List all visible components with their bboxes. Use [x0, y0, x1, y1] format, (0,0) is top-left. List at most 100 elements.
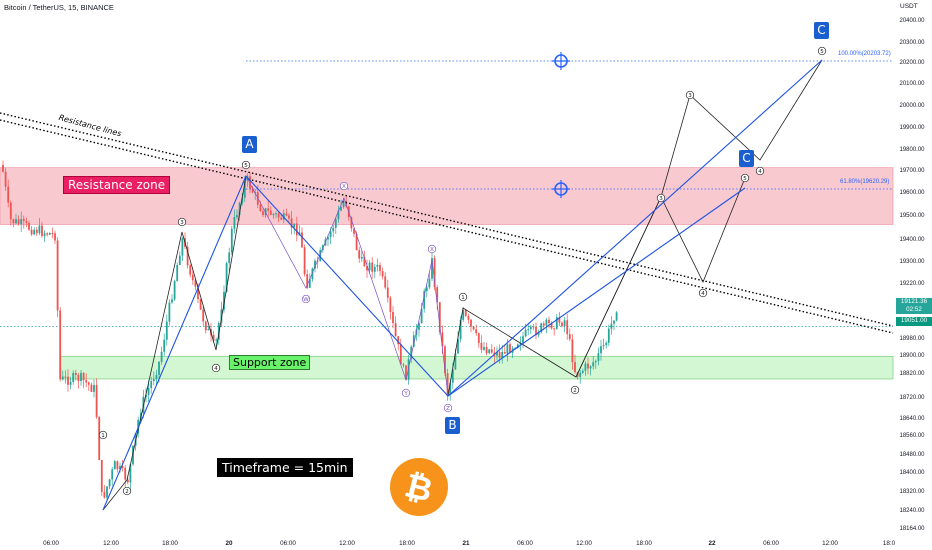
candle-body — [490, 349, 493, 353]
imp2-1: 1 — [461, 295, 465, 301]
candle-body — [204, 321, 207, 331]
candle-body — [602, 345, 605, 347]
impulse-wave-1 — [102, 175, 247, 511]
candle-body — [488, 349, 491, 354]
candle-body — [438, 302, 441, 333]
candle-body — [340, 206, 342, 211]
candle-body — [444, 346, 446, 374]
candle-body — [20, 219, 23, 225]
y-tick-label: 18560.00 — [899, 433, 925, 439]
imp1-5: 5 — [244, 163, 248, 169]
candle-body — [17, 219, 20, 225]
candle-body — [9, 202, 12, 220]
candle-body — [197, 286, 199, 300]
candle-body — [295, 223, 298, 236]
candle-body — [150, 380, 153, 389]
candle-body — [223, 291, 225, 310]
candle-body — [43, 233, 46, 236]
candle-body — [176, 264, 179, 282]
candle-body — [87, 382, 90, 385]
candle-body — [233, 216, 236, 229]
imp1-1-circle — [98, 430, 108, 440]
candle-body — [615, 312, 618, 321]
candle-body — [353, 228, 355, 234]
y-tick-label: 19220.00 — [899, 281, 925, 287]
candle-body — [98, 417, 101, 460]
candle-body — [592, 362, 595, 367]
candle-body — [61, 376, 64, 380]
candle-body — [516, 344, 519, 348]
candle-body — [212, 334, 215, 341]
imp2-1-circle — [458, 292, 468, 302]
candle-body — [467, 315, 470, 320]
candle-body — [132, 445, 134, 465]
y-tick-label: 19300.00 — [899, 259, 925, 265]
corr-z-circle — [443, 403, 453, 413]
wave-b-badge: B — [445, 417, 460, 434]
current-price-tag: 19121.36 02:52 — [896, 298, 932, 314]
imp2-4-circle — [698, 288, 708, 298]
imp2-4: 4 — [701, 291, 705, 297]
candle-body — [48, 232, 51, 235]
candle-body — [121, 466, 124, 468]
candle-body — [108, 479, 111, 487]
candle-body — [90, 384, 93, 392]
candle-body — [496, 351, 498, 356]
imp2b-3: 3 — [688, 93, 692, 99]
candle-body — [314, 260, 316, 269]
candle-body — [342, 201, 345, 207]
currency-label: USDT — [900, 3, 918, 10]
imp2b-5: 5 — [820, 49, 824, 55]
candle-body — [12, 219, 15, 224]
x-tick-label: 06:00 — [517, 540, 533, 547]
candle-body — [376, 265, 379, 267]
candle-body — [280, 217, 283, 220]
y-tick-label: 19700.00 — [899, 168, 925, 174]
y-tick-label: 18480.00 — [899, 452, 925, 458]
candle-body — [152, 378, 155, 381]
y-tick-label: 18980.00 — [899, 336, 925, 342]
corr-z: Z — [446, 406, 450, 412]
bitcoin-logo-icon — [390, 458, 448, 516]
abc-wave-1 — [102, 175, 746, 511]
candle-body — [509, 344, 511, 353]
candle-body — [410, 346, 413, 360]
candle-body — [483, 347, 485, 350]
candle-body — [334, 219, 337, 228]
candle-body — [548, 319, 550, 323]
candle-body — [129, 464, 132, 483]
candle-body — [106, 486, 108, 498]
x-tick-label: 12:00 — [822, 540, 838, 547]
candle-body — [116, 461, 119, 470]
candle-body — [327, 236, 329, 240]
candle-body — [186, 246, 189, 266]
wave-c-badge-1: C — [739, 150, 754, 167]
candle-body — [272, 214, 275, 216]
y-tick-label: 19800.00 — [899, 147, 925, 153]
candle-body — [293, 223, 296, 228]
candle-body — [113, 461, 116, 470]
candle-body — [4, 171, 7, 187]
timeframe-label: Timeframe = 15min — [217, 458, 353, 477]
candle-body — [529, 326, 532, 330]
y-tick-label: 18320.00 — [899, 489, 925, 495]
y-tick-label: 18900.00 — [899, 353, 925, 359]
x-tick-label: 18:00 — [399, 540, 415, 547]
candle-body — [412, 335, 415, 347]
candle-body — [610, 323, 613, 329]
candle-body — [542, 323, 545, 326]
candle-body — [217, 323, 220, 340]
candle-body — [522, 336, 524, 343]
candle-body — [462, 309, 465, 320]
resistance-line-1 — [0, 112, 894, 327]
x-tick-label: 18:0 — [883, 540, 896, 547]
candle-body — [418, 323, 420, 330]
y-tick-label: 20400.00 — [899, 18, 925, 24]
candle-body — [171, 299, 173, 303]
candle-body — [581, 370, 584, 373]
candle-body — [28, 222, 30, 230]
y-tick-label: 18720.00 — [899, 395, 925, 401]
candle-body — [428, 278, 431, 288]
countdown-value: 02:52 — [906, 306, 922, 313]
